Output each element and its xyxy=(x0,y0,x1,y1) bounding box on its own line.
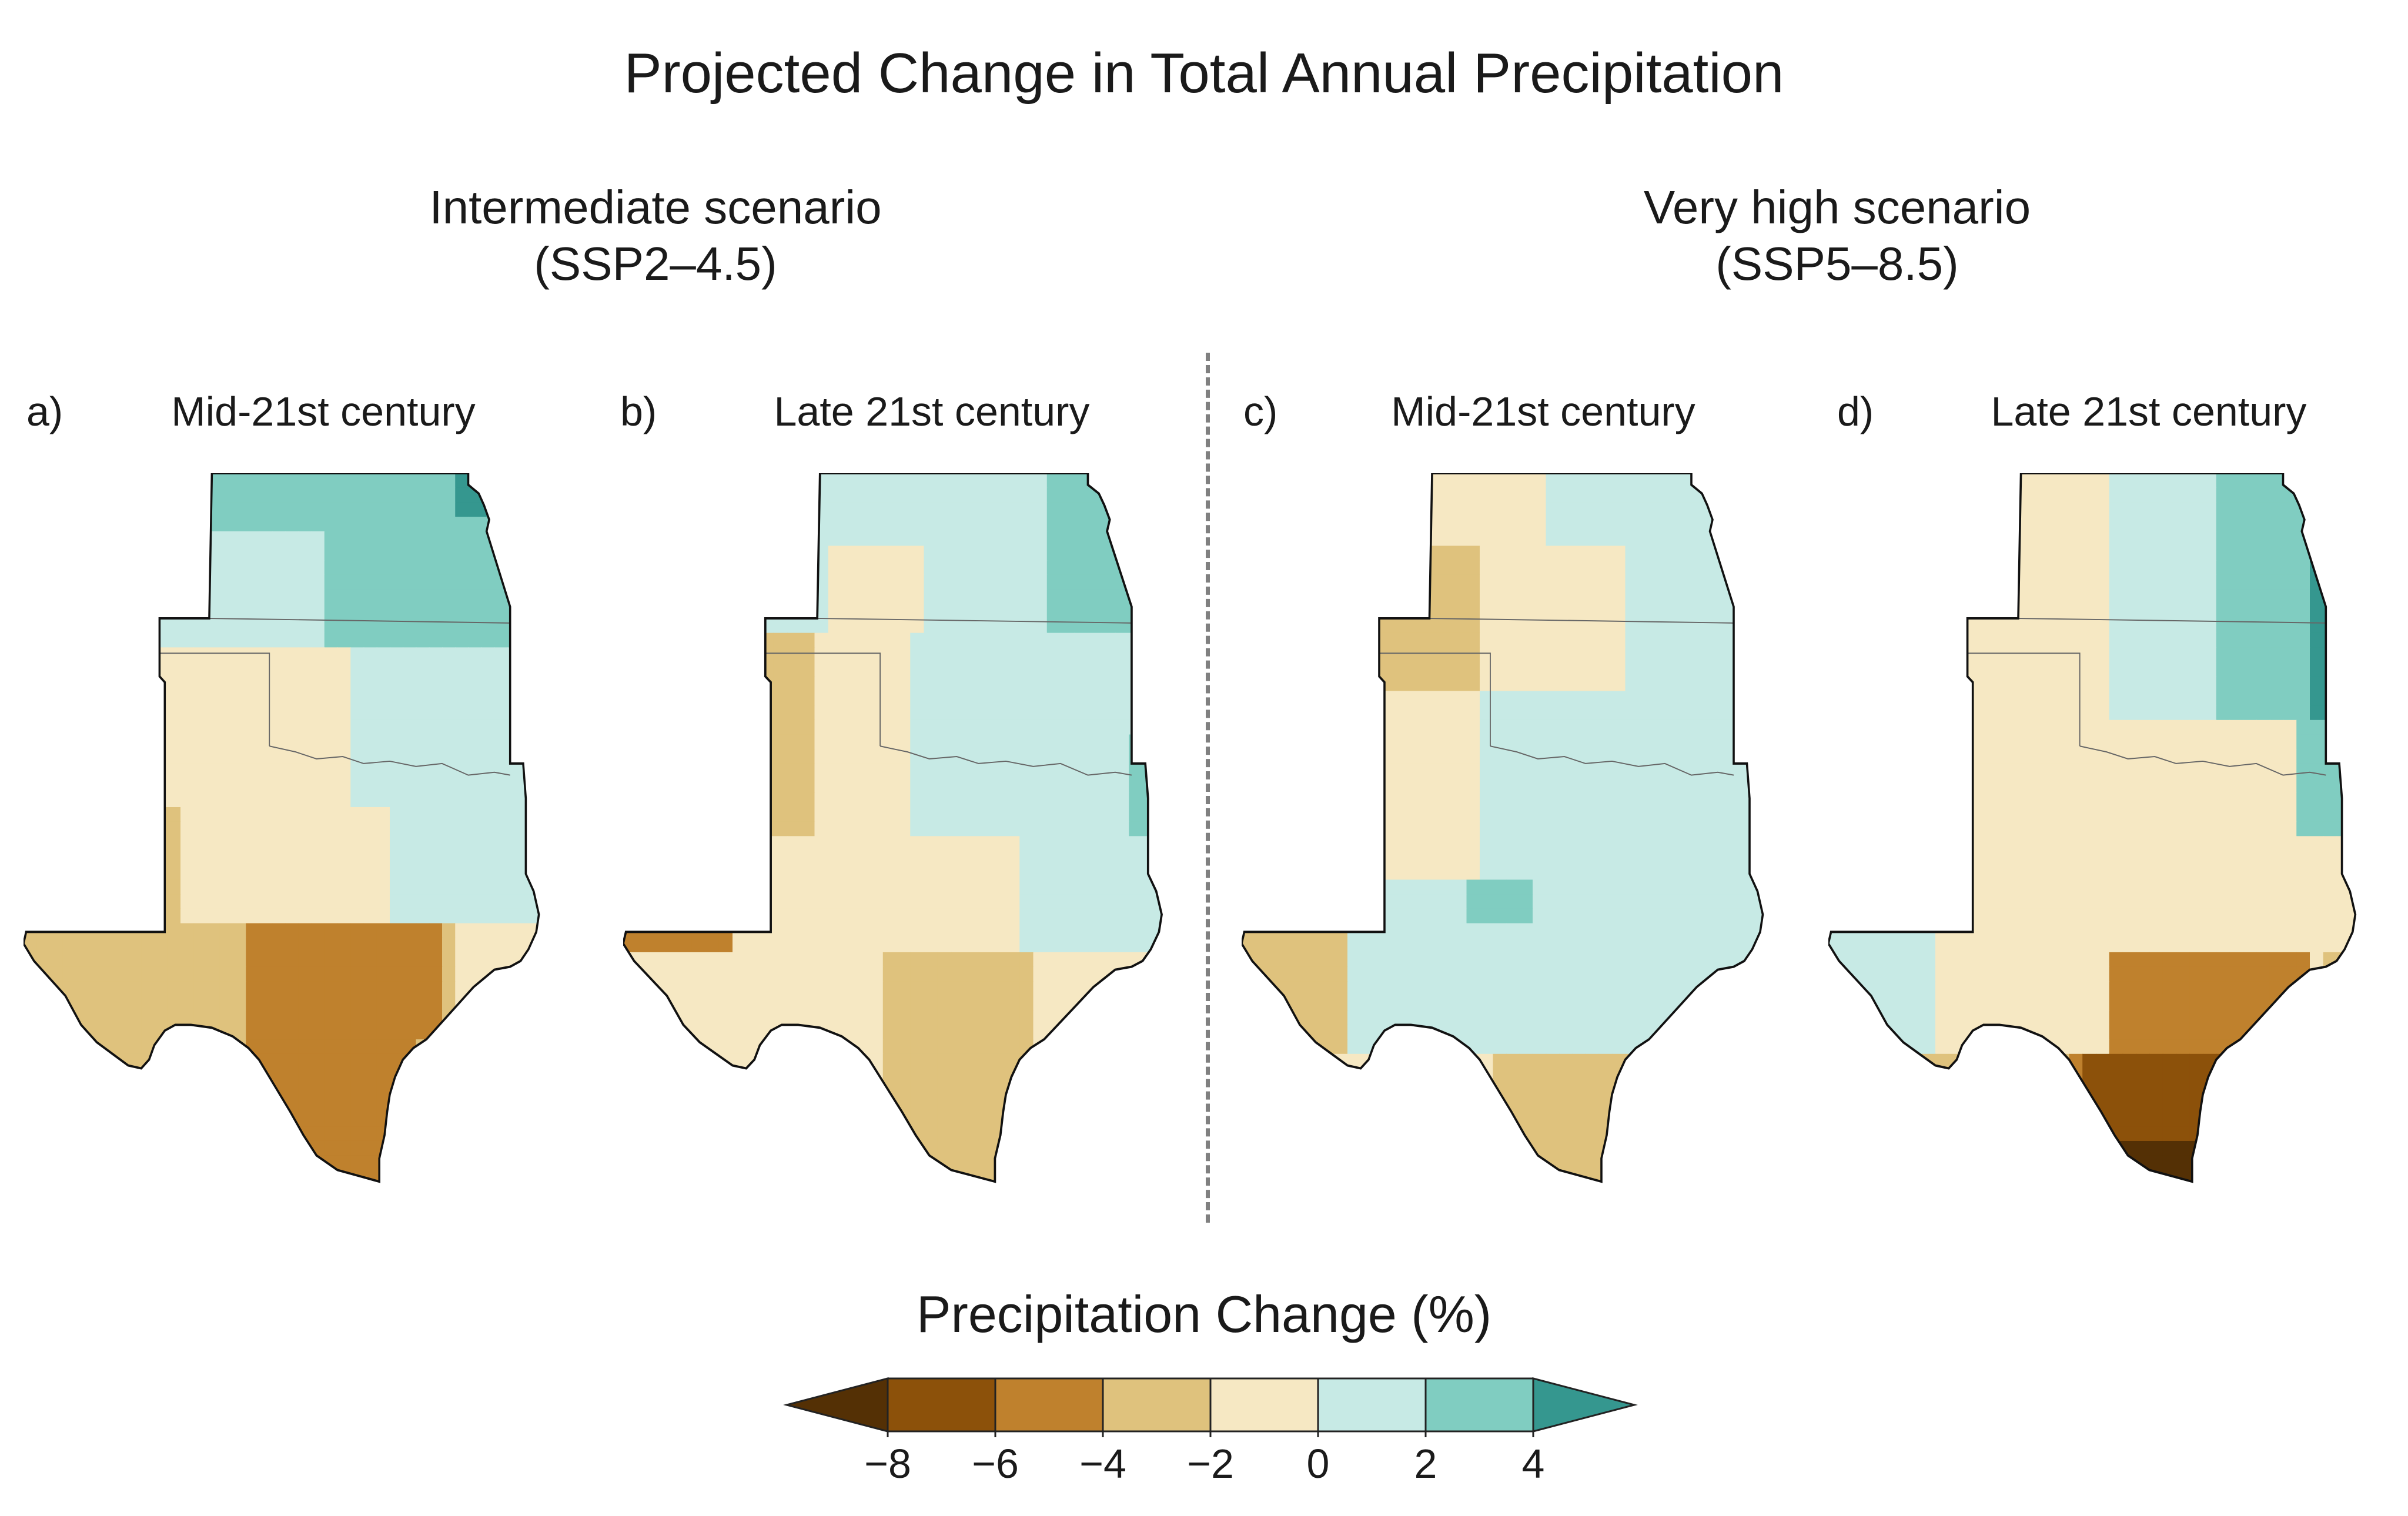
map-panel-c xyxy=(1242,473,1764,1183)
state-border-red-river xyxy=(1490,745,1734,776)
state-border-red-river xyxy=(879,745,1132,776)
precipitation-field xyxy=(1242,473,1763,1182)
panel-letter-d: d) xyxy=(1837,389,1874,434)
colorbar-over-arrow xyxy=(1532,1377,1638,1433)
figure-title: Projected Change in Total Annual Precipi… xyxy=(624,42,1784,105)
colorbar-tick-label: −4 xyxy=(1079,1441,1126,1487)
panel-title-a: Mid-21st century xyxy=(171,389,476,434)
panel-title-d: Late 21st century xyxy=(1991,389,2307,434)
colorbar-bin xyxy=(1424,1377,1534,1433)
state-border-panhandle xyxy=(765,652,881,747)
state-border-panhandle xyxy=(1379,652,1491,747)
map-panel-a xyxy=(24,473,540,1183)
colorbar-tick-label: 4 xyxy=(1521,1441,1545,1487)
precipitation-field xyxy=(623,473,1162,1182)
precipitation-field xyxy=(24,473,539,1182)
panel-letter-c: c) xyxy=(1243,389,1278,434)
colorbar-bin xyxy=(1102,1377,1212,1433)
state-border-panhandle xyxy=(159,652,270,747)
colorbar-tick-label: −6 xyxy=(972,1441,1019,1487)
colorbar-bin xyxy=(887,1377,996,1433)
region-outline xyxy=(1242,473,1764,1183)
state-border-red-river xyxy=(269,745,510,776)
scenario-heading-very-high: Very high scenario (SSP5–8.5) xyxy=(1426,179,2249,292)
state-border-red-river xyxy=(2079,745,2326,776)
colorbar-bin xyxy=(1317,1377,1427,1433)
map-panel-b xyxy=(623,473,1163,1183)
state-border-panhandle xyxy=(1967,652,2081,747)
colorbar-bin xyxy=(994,1377,1104,1433)
state-border-kansas-oklahoma xyxy=(817,617,1132,624)
colorbar-bin xyxy=(1209,1377,1319,1433)
state-border-kansas-oklahoma xyxy=(2018,617,2326,624)
scenario-heading-intermediate: Intermediate scenario (SSP2–4.5) xyxy=(244,179,1067,292)
panel-letter-b: b) xyxy=(620,389,657,434)
colorbar-tick-label: −2 xyxy=(1187,1441,1234,1487)
legend-title: Precipitation Change (%) xyxy=(916,1285,1492,1343)
colorbar-under-arrow xyxy=(783,1377,889,1433)
colorbar-tick-label: 2 xyxy=(1414,1441,1437,1487)
map-panel-d xyxy=(1828,473,2357,1183)
scenario-code: (SSP5–8.5) xyxy=(1715,237,1959,290)
region-outline xyxy=(24,473,540,1183)
colorbar xyxy=(783,1377,1638,1437)
state-border-kansas-oklahoma xyxy=(1429,617,1734,624)
region-outline xyxy=(623,473,1163,1183)
colorbar-tick-label: −8 xyxy=(864,1441,911,1487)
state-border-kansas-oklahoma xyxy=(209,617,510,624)
panel-title-b: Late 21st century xyxy=(774,389,1090,434)
panel-letter-a: a) xyxy=(26,389,63,434)
scenario-divider xyxy=(1206,353,1210,1223)
scenario-name: Intermediate scenario xyxy=(429,181,882,233)
scenario-name: Very high scenario xyxy=(1643,181,2031,233)
colorbar-tick-label: 0 xyxy=(1306,1441,1330,1487)
panel-title-c: Mid-21st century xyxy=(1391,389,1695,434)
precipitation-field xyxy=(1828,473,2356,1182)
scenario-code: (SSP2–4.5) xyxy=(534,237,777,290)
region-outline xyxy=(1828,473,2357,1183)
